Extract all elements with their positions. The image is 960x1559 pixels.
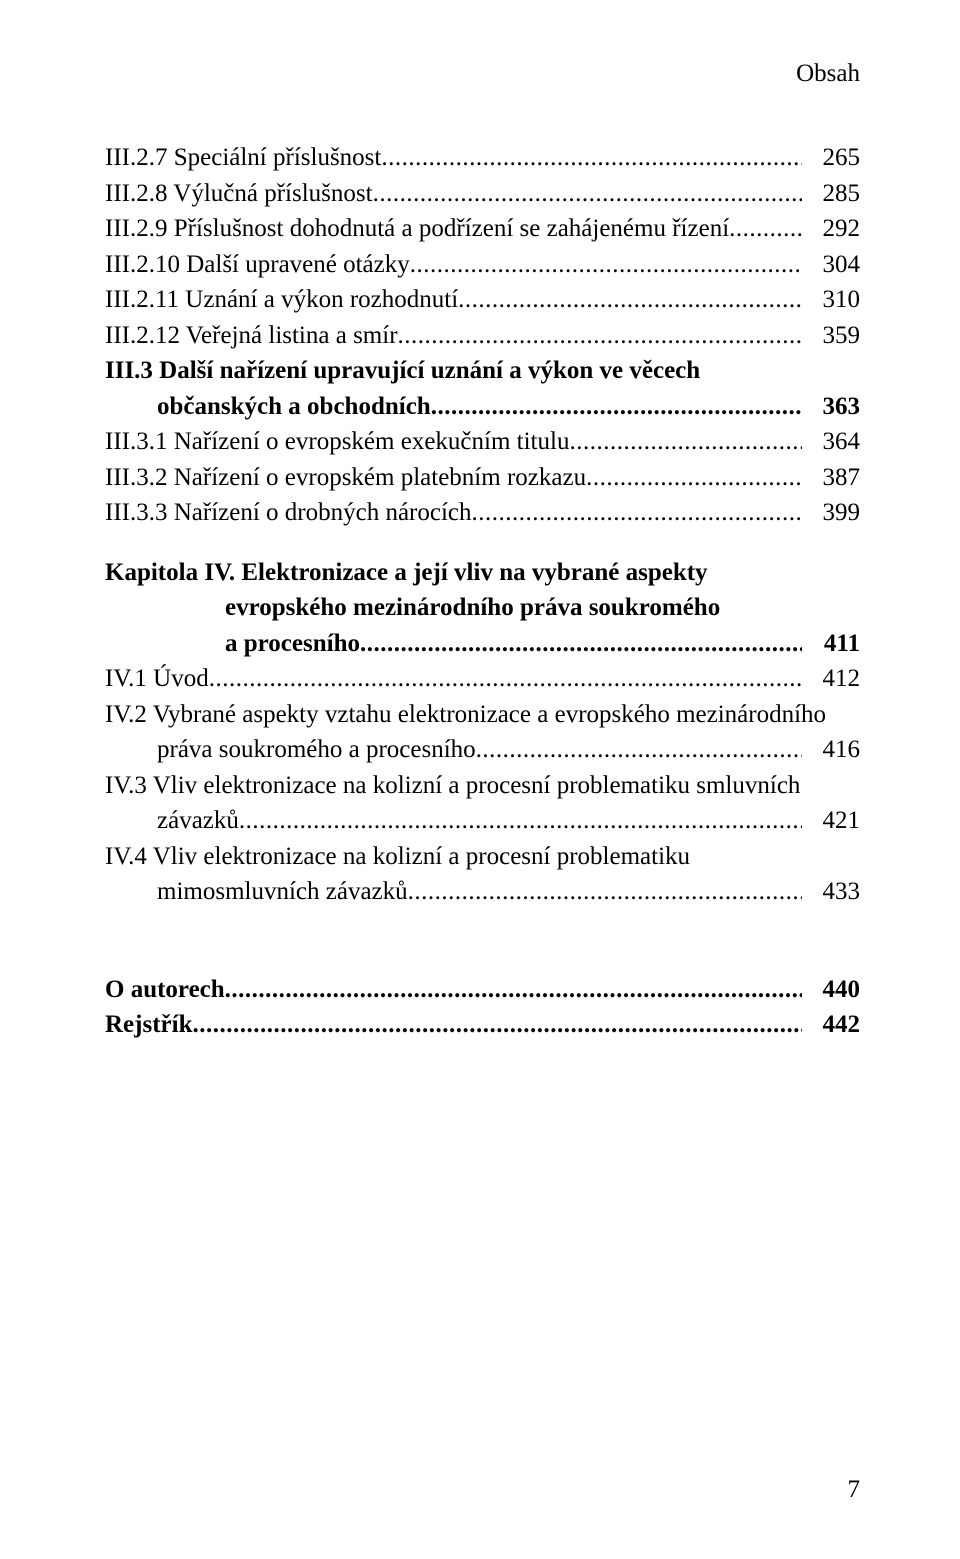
toc-label: mimosmluvních závazků [157, 874, 408, 910]
toc-entry: III.3.3 Nařízení o drobných nárocích 399 [105, 495, 860, 531]
toc-label: závazků [157, 803, 239, 839]
toc-page: 304 [802, 247, 860, 283]
footer-page-number: 7 [848, 1476, 861, 1504]
toc-label: III.2.11 Uznání a výkon rozhodnutí [105, 282, 458, 318]
toc-label: a procesního [225, 626, 360, 662]
toc-section-iii: III.2.7 Speciální příslušnost 265 III.2.… [105, 140, 860, 531]
toc-entry: občanských a obchodních 363 [105, 389, 860, 425]
dot-leader [381, 140, 802, 176]
toc-label: III.2.9 Příslušnost dohodnutá a podřízen… [105, 211, 729, 247]
toc-page: 363 [802, 389, 860, 425]
dot-leader [373, 176, 802, 212]
dot-leader [569, 424, 802, 460]
dot-leader [192, 1007, 802, 1043]
toc-entry: III.2.10 Další upravené otázky 304 [105, 247, 860, 283]
toc-page: 285 [802, 176, 860, 212]
toc-label: III.2.12 Veřejná listina a smír [105, 318, 398, 354]
toc-entry: IV.1 Úvod 412 [105, 661, 860, 697]
toc-label: III.2.10 Další upravené otázky [105, 247, 410, 283]
dot-leader [431, 389, 802, 425]
dot-leader [458, 282, 802, 318]
dot-leader [729, 211, 802, 247]
toc-entry: O autorech 440 [105, 972, 860, 1008]
toc-page: 411 [802, 626, 860, 662]
dot-leader [410, 247, 802, 283]
toc-label: III.3.3 Nařízení o drobných nárocích [105, 495, 472, 531]
toc-entry: mimosmluvních závazků 433 [105, 874, 860, 910]
toc-page: 442 [802, 1007, 860, 1043]
toc-entry: závazků 421 [105, 803, 860, 839]
toc-entry-line1: IV.4 Vliv elektronizace na kolizní a pro… [105, 839, 860, 875]
toc-entry: a procesního 411 [105, 626, 860, 662]
toc-section-iv: Kapitola IV. Elektronizace a její vliv n… [105, 555, 860, 910]
toc-page: 387 [802, 460, 860, 496]
toc-label: III.3.2 Nařízení o evropském platebním r… [105, 460, 586, 496]
toc-label: IV.1 Úvod [105, 661, 209, 697]
dot-leader [209, 661, 802, 697]
dot-leader [239, 803, 802, 839]
toc-page: 310 [802, 282, 860, 318]
toc-entry-line1: IV.3 Vliv elektronizace na kolizní a pro… [105, 768, 860, 804]
dot-leader [225, 972, 802, 1008]
toc-chapter-title-line2: evropského mezinárodního práva soukroméh… [105, 590, 860, 626]
toc-page: 440 [802, 972, 860, 1008]
toc-page: 412 [802, 661, 860, 697]
toc-label: III.2.8 Výlučná příslušnost [105, 176, 373, 212]
dot-leader [472, 495, 802, 531]
toc-label: III.2.7 Speciální příslušnost [105, 140, 381, 176]
toc-page: 364 [802, 424, 860, 460]
toc-label: O autorech [105, 972, 225, 1008]
toc-label: III.3.1 Nařízení o evropském exekučním t… [105, 424, 569, 460]
dot-leader [586, 460, 802, 496]
toc-page: 399 [802, 495, 860, 531]
toc-entry: III.3.1 Nařízení o evropském exekučním t… [105, 424, 860, 460]
toc-chapter-title-line1: Kapitola IV. Elektronizace a její vliv n… [105, 555, 860, 591]
toc-entry: III.2.12 Veřejná listina a smír 359 [105, 318, 860, 354]
toc-page: 359 [802, 318, 860, 354]
toc-label: práva soukromého a procesního [157, 732, 476, 768]
toc-entry: III.3.2 Nařízení o evropském platebním r… [105, 460, 860, 496]
toc-entry-line1: IV.2 Vybrané aspekty vztahu elektronizac… [105, 697, 860, 733]
toc-page: 433 [802, 874, 860, 910]
toc-entry: III.2.11 Uznání a výkon rozhodnutí 310 [105, 282, 860, 318]
toc-entry: III.2.9 Příslušnost dohodnutá a podřízen… [105, 211, 860, 247]
dot-leader [408, 874, 802, 910]
dot-leader [476, 732, 802, 768]
toc-label: Rejstřík [105, 1007, 192, 1043]
dot-leader [360, 626, 802, 662]
page: Obsah III.2.7 Speciální příslušnost 265 … [0, 0, 960, 1559]
toc-entry-heading: III.3 Další nařízení upravující uznání a… [105, 353, 860, 389]
toc-entry: práva soukromého a procesního 416 [105, 732, 860, 768]
toc-page: 416 [802, 732, 860, 768]
dot-leader [398, 318, 802, 354]
toc-label: občanských a obchodních [157, 389, 431, 425]
toc-entry: Rejstřík 442 [105, 1007, 860, 1043]
running-header: Obsah [105, 60, 860, 88]
toc-page: 421 [802, 803, 860, 839]
toc-entry: III.2.7 Speciální příslušnost 265 [105, 140, 860, 176]
toc-entry: III.2.8 Výlučná příslušnost 285 [105, 176, 860, 212]
toc-section-end: O autorech 440 Rejstřík 442 [105, 972, 860, 1043]
toc-page: 292 [802, 211, 860, 247]
toc-page: 265 [802, 140, 860, 176]
